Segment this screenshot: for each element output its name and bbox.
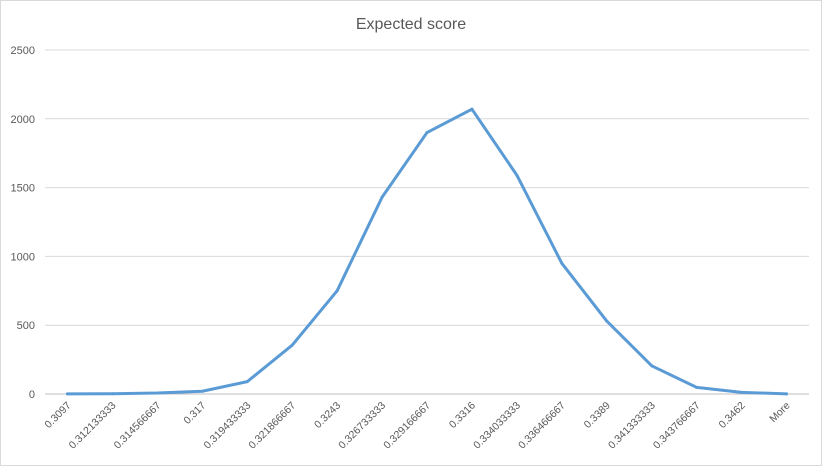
x-tick-label: 0.3389 [582,400,613,431]
data-point [605,319,609,323]
gridlines [45,49,809,395]
data-point [650,364,654,368]
data-point [740,390,744,394]
x-tick-label: More [767,400,793,426]
chart-title: Expected score [356,16,466,33]
data-point [380,195,384,199]
x-tick-label: 0.336466667 [516,400,568,452]
x-tick-label: 0.3097 [42,400,73,431]
x-tick-label: 0.326733333 [336,400,388,452]
y-tick-label: 500 [17,320,35,332]
y-tick-label: 2500 [11,45,35,57]
x-tick-label: 0.3243 [312,400,343,431]
data-point [245,380,249,384]
data-point [695,385,699,389]
y-tick-label: 1000 [11,251,35,263]
x-tick-label: 0.319433333 [202,400,254,452]
y-tick-label: 2000 [11,114,35,126]
data-point [200,389,204,393]
x-tick-label: 0.317 [181,400,208,427]
data-point [425,131,429,135]
x-tick-label: 0.334033333 [471,400,523,452]
y-axis-tick-labels: 0 500 1000 1500 2000 2500 [11,45,35,401]
y-tick-label: 1500 [11,183,35,195]
x-tick-label: 0.312133333 [67,400,119,452]
data-point [155,391,159,395]
x-tick-label: 0.329166667 [381,400,433,452]
series-line [65,107,789,396]
x-tick-label: 0.343766667 [651,400,703,452]
data-point [110,392,114,396]
x-tick-label: 0.3462 [717,400,748,431]
x-tick-label: 0.321866667 [246,400,298,452]
data-point [470,107,474,111]
data-point [290,343,294,347]
x-tick-label: 0.3316 [447,400,478,431]
data-point [65,392,69,396]
x-tick-label: 0.314566667 [112,400,164,452]
data-point [515,173,519,177]
data-point [560,261,564,265]
x-tick-label: 0.341333333 [606,400,658,452]
series-layer [65,107,789,396]
y-tick-label: 0 [29,389,35,401]
data-point [785,392,789,396]
data-point [335,289,339,293]
